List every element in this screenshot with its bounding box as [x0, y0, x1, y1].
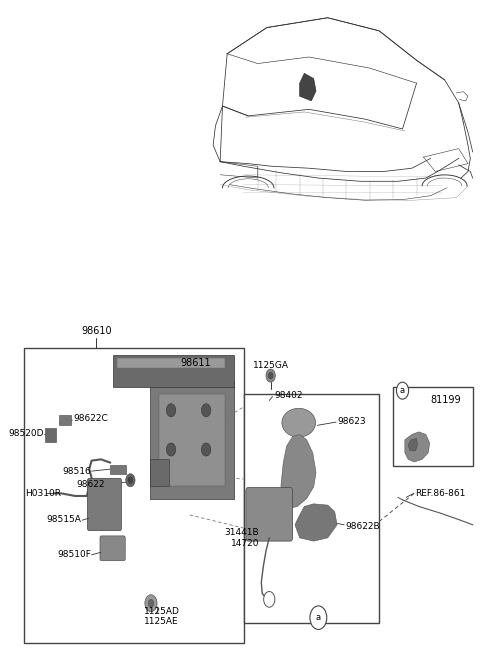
- FancyBboxPatch shape: [24, 348, 243, 643]
- Polygon shape: [150, 459, 168, 486]
- Polygon shape: [159, 394, 225, 486]
- Circle shape: [202, 404, 211, 417]
- Circle shape: [148, 599, 154, 607]
- Text: 98611: 98611: [180, 357, 211, 367]
- FancyBboxPatch shape: [243, 394, 379, 623]
- Polygon shape: [405, 432, 430, 462]
- Text: 98610: 98610: [81, 327, 111, 336]
- Text: 98510F: 98510F: [57, 551, 91, 559]
- FancyBboxPatch shape: [100, 536, 125, 560]
- Text: REF.86-861: REF.86-861: [416, 489, 466, 498]
- Polygon shape: [300, 74, 316, 101]
- Text: 98516: 98516: [62, 466, 91, 476]
- Circle shape: [126, 474, 135, 487]
- Ellipse shape: [282, 408, 315, 437]
- Circle shape: [145, 595, 157, 612]
- Text: 81199: 81199: [431, 396, 461, 405]
- Circle shape: [264, 591, 275, 607]
- Text: 1125AE: 1125AE: [144, 617, 179, 626]
- FancyBboxPatch shape: [87, 478, 121, 531]
- Text: 1125AD: 1125AD: [144, 606, 180, 616]
- Circle shape: [310, 606, 327, 629]
- Text: 98623: 98623: [337, 417, 366, 426]
- Text: 98622C: 98622C: [73, 415, 108, 423]
- Circle shape: [268, 373, 273, 379]
- Text: a: a: [400, 386, 405, 395]
- Text: 98515A: 98515A: [47, 515, 82, 524]
- Polygon shape: [281, 434, 316, 509]
- FancyBboxPatch shape: [393, 388, 473, 466]
- Text: 1125GA: 1125GA: [252, 361, 288, 371]
- Polygon shape: [110, 464, 126, 474]
- Text: 98402: 98402: [274, 391, 302, 399]
- Circle shape: [266, 369, 276, 382]
- Polygon shape: [295, 504, 337, 541]
- Polygon shape: [117, 358, 225, 368]
- Text: 98622B: 98622B: [345, 522, 380, 531]
- Polygon shape: [45, 428, 57, 442]
- Text: 31441B: 31441B: [224, 528, 259, 537]
- Text: a: a: [316, 613, 321, 622]
- FancyBboxPatch shape: [246, 487, 293, 541]
- Circle shape: [167, 404, 176, 417]
- Text: 14720: 14720: [230, 539, 259, 547]
- Text: 98622: 98622: [77, 480, 105, 489]
- Polygon shape: [59, 415, 72, 425]
- Polygon shape: [150, 381, 234, 499]
- Polygon shape: [408, 438, 418, 451]
- Circle shape: [128, 477, 132, 484]
- Circle shape: [202, 443, 211, 456]
- Text: 98520D: 98520D: [8, 428, 44, 438]
- Polygon shape: [113, 355, 234, 388]
- Text: H0310R: H0310R: [25, 489, 61, 498]
- Circle shape: [396, 382, 408, 399]
- Circle shape: [167, 443, 176, 456]
